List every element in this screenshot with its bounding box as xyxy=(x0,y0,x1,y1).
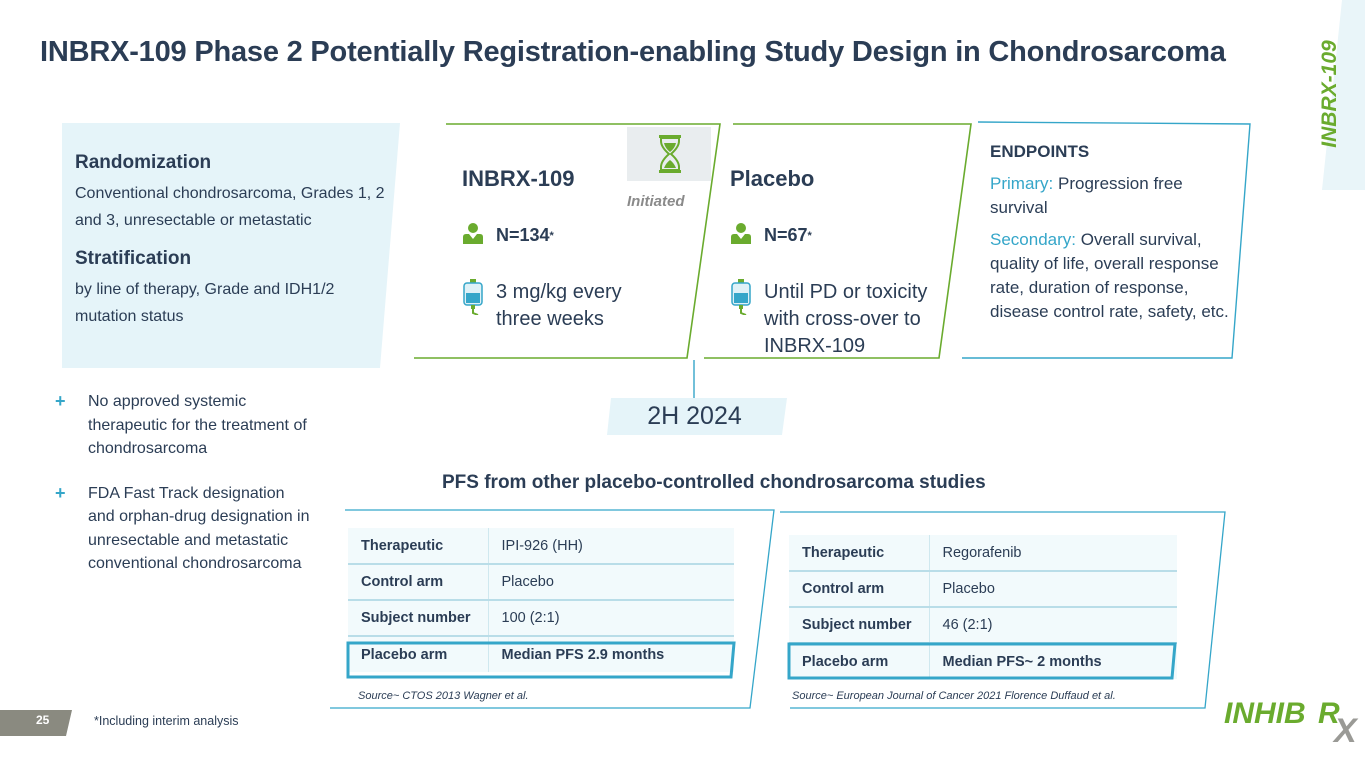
primary-endpoint: Primary: Progression free survival xyxy=(990,172,1230,220)
hourglass-badge xyxy=(627,127,711,181)
table-value: 46 (2:1) xyxy=(929,607,1177,644)
pfs-section-title: PFS from other placebo-controlled chondr… xyxy=(442,472,986,493)
study-table-frame-1 xyxy=(330,509,775,709)
randomization-panel-bg xyxy=(62,123,400,368)
table-value: IPI-926 (HH) xyxy=(488,528,734,565)
study-table-frame-2 xyxy=(780,511,1226,709)
randomization-heading: Randomization xyxy=(75,152,212,173)
secondary-endpoint: Secondary: Overall survival, quality of … xyxy=(990,228,1230,324)
bullet-text: FDA Fast Track designation and orphan-dr… xyxy=(88,484,310,573)
study-table-1: Therapeutic IPI-926 (HH) Control arm Place… xyxy=(348,528,734,672)
treatment-arm-frame xyxy=(414,123,721,359)
table-value: Placebo xyxy=(488,564,734,601)
plus-icon: + xyxy=(55,391,66,411)
highlight-frame-1 xyxy=(346,641,736,679)
endpoints-frame xyxy=(962,121,1251,359)
iv-bag-icon xyxy=(462,279,484,323)
table-row: Subject number 100 (2:1) xyxy=(348,600,734,637)
treatment-n-value: N=134 xyxy=(496,225,550,245)
table-row: Therapeutic IPI-926 (HH) xyxy=(348,528,734,565)
placebo-n-value: N=67 xyxy=(764,225,808,245)
study-source-1: Source~ CTOS 2013 Wagner et al. xyxy=(358,690,529,702)
plus-icon: + xyxy=(55,482,66,503)
placebo-arm-n: N=67 * xyxy=(730,222,812,249)
status-label: Initiated xyxy=(627,193,685,210)
table-row: Control arm Placebo xyxy=(789,571,1177,608)
person-icon xyxy=(730,222,752,249)
readout-date-bg xyxy=(607,398,787,435)
endpoints-panel: ENDPOINTS Primary: Progression free surv… xyxy=(990,140,1230,332)
secondary-text: Overall survival, quality of life, overa… xyxy=(990,230,1229,321)
table-key: Therapeutic xyxy=(789,535,930,572)
highlight-frame-2 xyxy=(787,642,1177,680)
treatment-dose-text: 3 mg/kg every three weeks xyxy=(496,281,622,330)
placebo-dose-text: Until PD or toxicity with cross-over to … xyxy=(764,281,928,357)
study-source-2: Source~ European Journal of Cancer 2021 … xyxy=(792,690,1116,702)
person-icon xyxy=(462,222,484,249)
inhibrx-logo: INHIB R X xyxy=(1222,690,1364,751)
treatment-arm-title: INBRX-109 xyxy=(462,166,575,191)
page-title: INBRX-109 Phase 2 Potentially Registrati… xyxy=(40,36,1226,68)
treatment-n-mark: * xyxy=(549,229,554,242)
placebo-n-mark: * xyxy=(807,229,812,242)
placebo-arm-title: Placebo xyxy=(730,166,815,191)
table-row-highlight: Placebo arm Median PFS~ 2 months xyxy=(789,643,1177,679)
bullet-list: + No approved systemic therapeutic for t… xyxy=(55,390,315,597)
primary-label: Primary: xyxy=(990,174,1054,193)
table-value: Median PFS~ 2 months xyxy=(929,643,1177,679)
treatment-arm-n: N=134 * xyxy=(462,222,554,249)
footnote: *Including interim analysis xyxy=(94,714,239,728)
readout-date: 2H 2024 xyxy=(647,402,742,430)
treatment-arm-dose: 3 mg/kg every three weeks xyxy=(462,279,662,333)
randomization-panel: Randomization Conventional chondrosarcom… xyxy=(75,152,395,330)
side-tab-shape xyxy=(1322,0,1365,190)
table-key: Therapeutic xyxy=(348,528,489,565)
logo-graphic: INHIB R X xyxy=(1224,697,1359,750)
table-row: Therapeutic Regorafenib xyxy=(789,535,1177,572)
logo-r: R xyxy=(1318,697,1340,730)
table-value: 100 (2:1) xyxy=(488,600,734,637)
table-key: Control arm xyxy=(789,571,930,608)
table-row: Subject number 46 (2:1) xyxy=(789,607,1177,644)
page-number-badge xyxy=(0,710,72,736)
table-key: Placebo arm xyxy=(789,643,930,679)
stratification-text: by line of therapy, Grade and IDH1/2 mut… xyxy=(75,281,335,325)
table-row: Control arm Placebo xyxy=(348,564,734,601)
stratification-heading: Stratification xyxy=(75,248,192,269)
table-key: Subject number xyxy=(348,600,489,637)
study-table-2: Therapeutic Regorafenib Control arm Placeb… xyxy=(789,535,1177,679)
logo-x: X xyxy=(1332,712,1359,746)
placebo-arm-dose: Until PD or toxicity with cross-over to … xyxy=(730,279,945,360)
table-value: Placebo xyxy=(929,571,1177,608)
bullet-text: No approved systemic therapeutic for the… xyxy=(88,393,307,457)
logo-wordmark: INHIB xyxy=(1224,697,1306,730)
table-key: Subject number xyxy=(789,607,930,644)
placebo-arm-frame xyxy=(704,123,972,359)
list-item: + No approved systemic therapeutic for t… xyxy=(55,390,315,461)
hourglass-icon xyxy=(659,135,681,173)
primary-text: Progression free survival xyxy=(990,174,1183,217)
secondary-label: Secondary: xyxy=(990,230,1076,249)
page-number: 25 xyxy=(36,713,50,727)
list-item: + FDA Fast Track designation and orphan-… xyxy=(55,482,315,576)
endpoints-heading: ENDPOINTS xyxy=(990,142,1090,161)
iv-bag-icon xyxy=(730,279,752,323)
randomization-text: Conventional chondrosarcoma, Grades 1, 2… xyxy=(75,185,385,229)
table-key: Control arm xyxy=(348,564,489,601)
table-value: Regorafenib xyxy=(929,535,1177,572)
